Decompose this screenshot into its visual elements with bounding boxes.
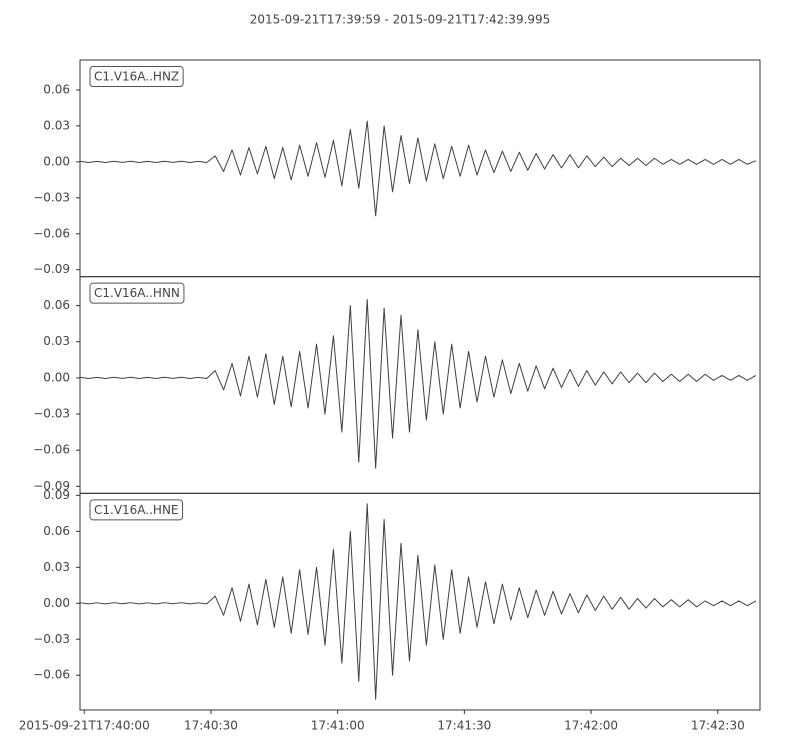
y-tick-label: −0.06	[33, 226, 70, 240]
x-tick-label: 17:40:30	[184, 719, 238, 733]
y-tick-label: 0.03	[43, 118, 70, 132]
x-tick-label: 17:41:30	[437, 719, 491, 733]
x-tick-label: 17:42:00	[564, 719, 618, 733]
legend-box	[89, 66, 184, 87]
y-tick-label: 0.06	[43, 82, 70, 96]
chart-title: 2015-09-21T17:39:59 - 2015-09-21T17:42:3…	[250, 13, 551, 27]
y-tick-label: −0.09	[33, 479, 70, 493]
waveform	[79, 120, 756, 217]
x-tick-label: 2015-09-21T17:40:00	[19, 719, 150, 733]
y-tick-label: −0.03	[33, 190, 70, 204]
legend-label: C1.V16A..HNE	[94, 503, 179, 517]
x-tick-label: 17:42:30	[691, 719, 745, 733]
y-tick-label: 0.00	[43, 370, 70, 384]
y-tick-label: 0.06	[43, 298, 70, 312]
waveform	[79, 503, 757, 700]
y-tick-label: −0.09	[33, 262, 70, 276]
y-tick-label: 0.00	[43, 154, 70, 168]
legend-box	[89, 282, 185, 304]
legend-label: C1.V16A..HNN	[94, 286, 180, 300]
y-tick-label: 0.00	[43, 596, 70, 610]
y-tick-label: −0.03	[33, 407, 70, 421]
y-tick-label: 0.09	[43, 488, 70, 502]
waveform	[79, 299, 757, 469]
legend-box	[89, 499, 184, 521]
legend-label: C1.V16A..HNZ	[94, 70, 179, 84]
y-tick-label: −0.03	[33, 632, 70, 646]
x-tick-label: 17:41:00	[311, 719, 365, 733]
y-tick-label: 0.03	[43, 560, 70, 574]
y-tick-label: −0.06	[33, 443, 70, 457]
panel-frame	[79, 492, 761, 711]
panel-frame	[79, 59, 761, 278]
y-tick-label: −0.06	[33, 668, 70, 682]
y-tick-label: 0.06	[43, 524, 70, 538]
panel-frame	[79, 276, 761, 494]
y-tick-label: 0.03	[43, 334, 70, 348]
